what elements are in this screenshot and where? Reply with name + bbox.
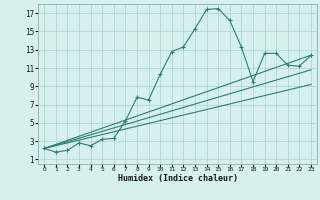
X-axis label: Humidex (Indice chaleur): Humidex (Indice chaleur)	[118, 174, 238, 183]
